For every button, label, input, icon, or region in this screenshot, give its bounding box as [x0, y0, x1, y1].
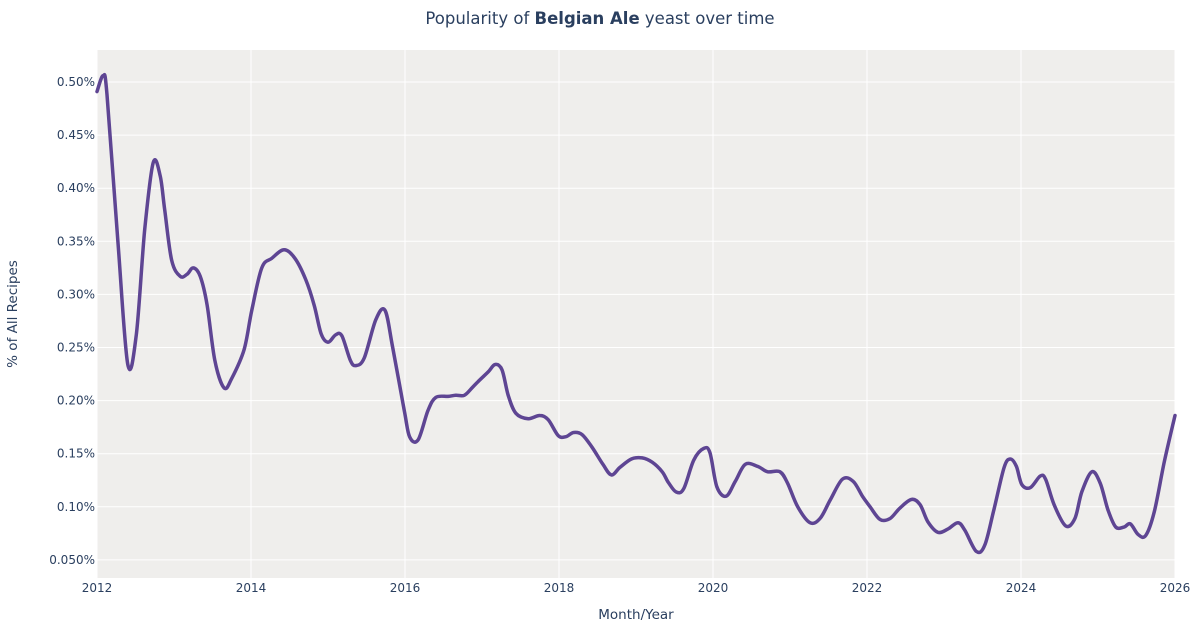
x-tick-label: 2014	[236, 581, 267, 595]
x-tick-label: 2016	[390, 581, 421, 595]
x-axis-title: Month/Year	[598, 607, 674, 623]
x-tick-label: 2020	[698, 581, 729, 595]
y-tick-label: 0.50%	[57, 75, 95, 89]
title-prefix: Popularity of	[425, 9, 535, 28]
plot-area	[97, 50, 1175, 578]
x-tick-label: 2018	[544, 581, 575, 595]
x-tick-label: 2012	[82, 581, 113, 595]
y-axis-title: % of All Recipes	[5, 260, 21, 368]
x-axis-ticks: 2012 2014 2016 2018 2020 2022 2024 2026	[82, 581, 1191, 595]
x-tick-label: 2022	[852, 581, 883, 595]
y-tick-label: 0.15%	[57, 447, 95, 461]
x-tick-label: 2024	[1006, 581, 1037, 595]
y-tick-label: 0.40%	[57, 181, 95, 195]
title-suffix: yeast over time	[639, 9, 775, 28]
y-tick-label: 0.10%	[57, 500, 95, 514]
chart-title: Popularity of Belgian Ale yeast over tim…	[0, 9, 1200, 28]
x-tick-label: 2026	[1160, 581, 1191, 595]
y-tick-label: 0.45%	[57, 128, 95, 142]
y-tick-label: 0.25%	[57, 341, 95, 355]
y-tick-label: 0.30%	[57, 287, 95, 301]
gridlines	[96, 50, 1176, 578]
y-tick-label: 0.20%	[57, 394, 95, 408]
y-tick-label: 0.050%	[49, 553, 95, 567]
title-yeast-name: Belgian Ale	[534, 9, 640, 28]
y-axis-ticks: 0.050% 0.10% 0.15% 0.20% 0.25% 0.30% 0.35% 0.40…	[49, 75, 95, 567]
series-line	[95, 72, 1177, 555]
y-tick-label: 0.35%	[57, 234, 95, 248]
